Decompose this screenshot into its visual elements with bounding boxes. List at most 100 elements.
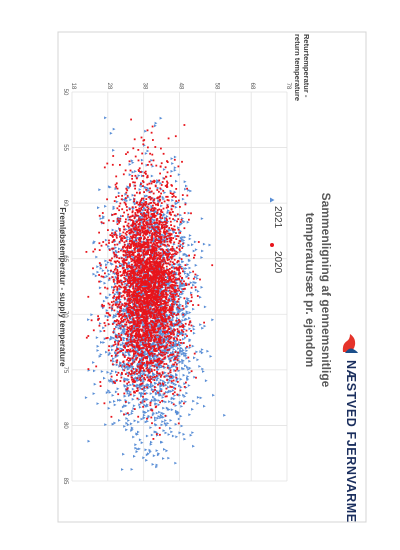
data-point-2021 [147,383,150,387]
data-point-2020 [161,291,164,294]
data-point-2020 [132,234,134,237]
data-point-2021 [177,308,181,311]
data-point-2021 [148,325,152,329]
data-point-2020 [152,279,155,281]
data-point-2021 [144,448,148,452]
data-point-2020 [106,319,109,321]
data-point-2021 [187,384,191,387]
data-point-2020 [153,207,156,209]
data-point-2020 [152,283,155,286]
data-point-2020 [112,380,115,383]
data-point-2021 [126,423,130,427]
data-point-2021 [201,249,204,253]
data-point-2020 [141,375,143,377]
data-point-2021 [134,446,138,450]
data-point-2020 [172,237,174,239]
data-point-2020 [138,170,140,172]
data-point-2020 [183,124,186,126]
data-point-2021 [108,390,112,394]
data-point-2020 [146,364,149,367]
data-point-2020 [135,273,138,276]
data-point-2021 [152,237,156,240]
data-point-2021 [119,398,122,402]
data-point-2020 [162,223,165,226]
data-point-2021 [128,338,132,341]
data-point-2020 [161,296,164,299]
data-point-2020 [142,251,145,254]
data-point-2020 [168,331,171,333]
data-point-2020 [153,350,156,352]
data-point-2020 [159,326,162,329]
data-point-2020 [142,300,145,303]
data-point-2021 [160,365,164,369]
data-point-2020 [174,323,177,326]
data-point-2020 [183,227,186,230]
data-point-2020 [161,272,163,275]
data-point-2021 [184,332,188,336]
data-point-2020 [125,187,128,190]
data-point-2020 [166,293,169,296]
data-point-2020 [103,166,106,169]
data-point-2021 [199,295,202,299]
data-point-2021 [132,404,136,408]
data-point-2021 [181,290,185,293]
data-point-2020 [147,370,150,373]
data-point-2021 [167,385,170,389]
data-point-2020 [111,214,114,216]
data-point-2020 [157,391,159,394]
data-point-2020 [192,304,194,306]
data-point-2021 [138,403,142,407]
data-point-2020 [164,315,166,318]
data-point-2020 [151,370,153,373]
data-point-2021 [183,180,187,184]
data-point-2020 [175,303,178,306]
data-point-2020 [148,378,150,381]
data-point-2020 [163,312,166,314]
data-point-2020 [159,240,162,242]
data-point-2021 [161,396,165,399]
data-point-2021 [156,368,160,372]
data-point-2021 [201,326,204,330]
data-point-2020 [168,244,170,247]
data-point-2020 [148,249,151,251]
data-point-2020 [129,304,131,307]
data-point-2020 [129,333,132,336]
data-point-2021 [200,217,204,220]
data-point-2020 [160,278,163,281]
data-point-2021 [174,404,178,407]
data-point-2020 [136,271,139,274]
data-point-2021 [191,243,194,247]
data-point-2021 [105,309,109,312]
data-point-2020 [164,317,167,320]
data-point-2020 [126,338,128,340]
data-point-2020 [149,346,152,348]
data-point-2020 [126,264,128,267]
data-point-2020 [155,271,158,273]
data-point-2021 [170,365,174,368]
data-point-2020 [127,251,130,254]
data-point-2020 [128,256,131,258]
data-point-2020 [137,320,140,323]
data-point-2020 [163,392,166,395]
data-point-2021 [191,431,195,434]
data-point-2020 [168,237,171,240]
data-point-2021 [200,285,204,289]
data-point-2020 [130,228,133,231]
data-point-2020 [112,236,114,238]
data-point-2020 [154,310,157,312]
data-point-2020 [166,199,169,201]
data-point-2020 [173,303,175,306]
data-point-2020 [151,153,154,156]
data-point-2021 [149,179,153,183]
data-point-2020 [173,290,176,293]
data-point-2020 [134,255,137,258]
data-point-2020 [147,379,150,382]
data-point-2020 [128,365,131,367]
data-point-2020 [160,277,162,279]
data-point-2021 [98,355,102,358]
data-point-2020 [125,262,128,265]
data-point-2020 [111,234,114,237]
data-point-2020 [125,342,127,345]
data-point-2020 [192,270,194,273]
data-point-2021 [104,116,107,120]
